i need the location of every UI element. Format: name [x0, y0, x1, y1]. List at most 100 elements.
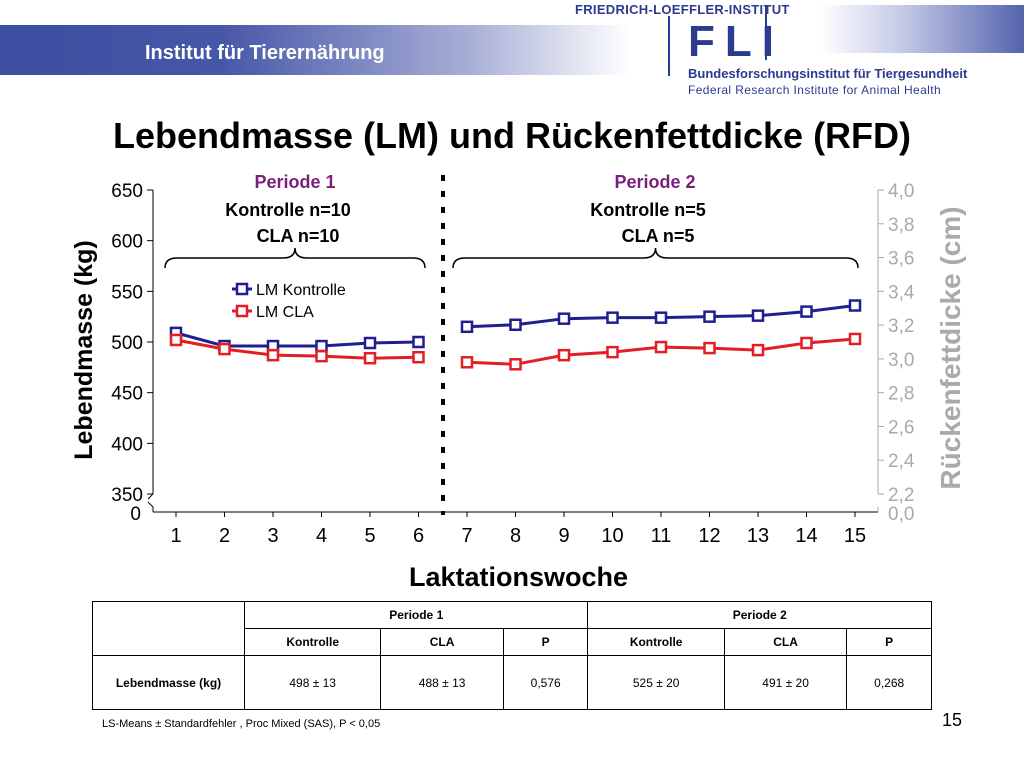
period-label: Periode 2: [614, 172, 695, 192]
table-col-header: P: [846, 628, 932, 656]
slide-title: Lebendmasse (LM) und Rückenfettdicke (RF…: [112, 115, 912, 156]
y2-tick-label: 4,0: [888, 181, 914, 202]
table-cell: 498 ± 13: [243, 655, 382, 710]
org-name: FRIEDRICH-LOEFFLER-INSTITUT: [575, 2, 790, 17]
data-point: [751, 343, 765, 357]
x-tick-label: 11: [651, 525, 672, 547]
data-point: [606, 311, 619, 324]
x-tick-label: 12: [698, 525, 720, 547]
logo-divider-vertical: [765, 5, 767, 60]
table-cell: 488 ± 13: [380, 655, 504, 710]
table-cell: 0,268: [846, 655, 932, 710]
x-tick-label: 13: [747, 525, 769, 547]
x-tick-label: 5: [364, 525, 375, 547]
y2-tick-label: 3,0: [888, 350, 914, 371]
data-point: [800, 336, 813, 350]
data-point: [169, 333, 183, 347]
y2-axis-title: Rückenfettdicke (cm): [935, 206, 966, 489]
fli-logo: FLI: [688, 17, 784, 66]
legend-marker: [235, 282, 249, 296]
period1-brace: [164, 247, 426, 269]
y-tick-label: 650: [111, 181, 143, 202]
x-axis-title: Laktationswoche: [409, 562, 628, 592]
institute-name: Institut für Tierernährung: [145, 42, 385, 64]
x-tick-label: 3: [267, 525, 278, 547]
data-point: [363, 351, 377, 365]
table-col-header: Kontrolle: [243, 628, 382, 656]
legend-marker: [235, 304, 249, 318]
table-col-header: P: [502, 628, 589, 656]
data-point: [606, 345, 619, 359]
data-point: [315, 339, 328, 353]
data-point: [654, 340, 668, 354]
y2-tick-label: 3,4: [888, 282, 915, 303]
y-tick-label: 600: [111, 232, 143, 253]
table-cell: 525 ± 20: [587, 655, 725, 710]
data-point: [266, 348, 280, 362]
table-row-label: Lebendmasse (kg): [92, 655, 245, 710]
data-point: [751, 309, 765, 322]
data-point: [460, 356, 474, 369]
axis-break-mark: [147, 501, 154, 508]
header-bar: [0, 25, 630, 75]
data-point: [363, 336, 377, 350]
data-point: [412, 350, 425, 364]
y2-tick-label: 3,2: [888, 316, 914, 337]
x-tick-label: 14: [795, 525, 817, 547]
x-tick-label: 1: [170, 525, 181, 547]
y-break-label: 0: [130, 504, 141, 525]
data-point: [557, 312, 571, 325]
data-point: [703, 341, 716, 355]
data-point: [848, 299, 862, 312]
y2-tick-label: 2,8: [888, 384, 914, 405]
table-header-period1: Periode 1: [243, 601, 589, 629]
header-bar-right: [820, 5, 1024, 53]
y2-tick-label: 2,4: [888, 451, 915, 472]
org-name-german: Bundesforschungsinstitut für Tiergesundh…: [688, 66, 968, 81]
y-tick-label: 500: [111, 333, 143, 354]
y-tick-label: 450: [111, 384, 143, 405]
y2-tick-label: 2,6: [888, 417, 914, 438]
axis-break-mark: [147, 493, 154, 500]
y-axis-title: Lebendmasse (kg): [70, 240, 98, 460]
x-tick-label: 2: [219, 525, 230, 547]
period2-brace: [452, 247, 859, 269]
data-point: [218, 342, 231, 356]
x-tick-label: 8: [510, 525, 521, 547]
data-point: [460, 320, 474, 334]
y-tick-label: 350: [111, 485, 143, 506]
period-kontrolle-n: Kontrolle n=5: [590, 200, 706, 220]
x-tick-label: 9: [558, 525, 569, 547]
data-point: [509, 358, 522, 371]
data-point: [800, 305, 813, 318]
results-table: Periode 1 Periode 2 Kontrolle CLA P Kont…: [92, 601, 932, 710]
table-header-period2: Periode 2: [587, 601, 932, 629]
y2-tick-label: 3,6: [888, 249, 914, 270]
logo-divider-left: [668, 16, 670, 76]
data-point: [654, 311, 668, 324]
page-number: 15: [942, 710, 963, 730]
data-point: [315, 349, 328, 363]
x-tick-label: 10: [601, 525, 623, 547]
data-point: [848, 332, 862, 346]
footnote: LS-Means ± Standardfehler , Proc Mixed (…: [102, 718, 381, 730]
y2-tick-label: 2,2: [888, 485, 914, 506]
legend-label: LM Kontrolle: [256, 282, 346, 299]
y-tick-label: 550: [111, 282, 143, 303]
period-cla-n: CLA n=10: [257, 226, 340, 246]
data-point: [557, 348, 571, 362]
table-col-header: Kontrolle: [587, 628, 725, 656]
data-point: [509, 318, 522, 332]
table-col-header: CLA: [723, 628, 848, 656]
y2-tick-label: 3,8: [888, 215, 914, 236]
period-kontrolle-n: Kontrolle n=10: [225, 200, 351, 220]
org-name-english: Federal Research Institute for Animal He…: [688, 83, 942, 97]
table-cell: 0,576: [502, 655, 589, 710]
y2-break-label: 0,0: [888, 504, 914, 525]
y-tick-label: 400: [111, 434, 143, 455]
table-col-header: CLA: [380, 628, 504, 656]
x-tick-label: 6: [413, 525, 424, 547]
x-tick-label: 4: [316, 525, 327, 547]
data-point: [412, 335, 425, 349]
